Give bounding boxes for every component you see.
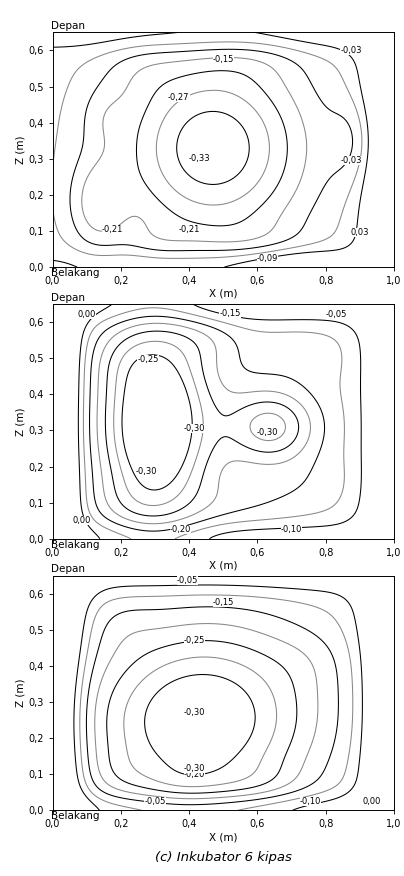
Text: -0,30: -0,30 — [183, 424, 205, 433]
Text: Belakang: Belakang — [51, 811, 99, 822]
Text: Belakang: Belakang — [51, 540, 99, 550]
Text: -0,20: -0,20 — [170, 526, 191, 534]
Text: -0,30: -0,30 — [183, 764, 205, 774]
Text: -0,05: -0,05 — [144, 797, 166, 806]
Text: -0,05: -0,05 — [325, 310, 347, 320]
Text: -0,05: -0,05 — [177, 576, 198, 585]
Text: 0,00: 0,00 — [72, 516, 91, 526]
Text: -0,21: -0,21 — [179, 225, 200, 234]
Text: -0,15: -0,15 — [213, 55, 234, 64]
Text: -0,03: -0,03 — [341, 46, 362, 55]
Text: -0,03: -0,03 — [341, 156, 362, 166]
X-axis label: X (m): X (m) — [209, 561, 238, 570]
Text: -0,15: -0,15 — [219, 308, 241, 317]
Text: -0,10: -0,10 — [281, 526, 302, 534]
Text: -0,09: -0,09 — [257, 254, 278, 263]
Text: -0,30: -0,30 — [257, 427, 278, 437]
Text: -0,27: -0,27 — [168, 93, 189, 102]
Text: Depan: Depan — [51, 293, 85, 303]
Text: -0,25: -0,25 — [183, 636, 205, 645]
Text: -0,10: -0,10 — [300, 797, 321, 806]
Y-axis label: Z (m): Z (m) — [15, 407, 25, 435]
Text: -0,15: -0,15 — [213, 598, 234, 607]
Text: 0,03: 0,03 — [351, 229, 369, 237]
Y-axis label: Z (m): Z (m) — [15, 136, 25, 164]
Text: Belakang: Belakang — [51, 268, 99, 279]
Text: -0,21: -0,21 — [101, 225, 123, 234]
Text: (a) Inkubator 2 kipas: (a) Inkubator 2 kipas — [154, 308, 292, 321]
Text: -0,30: -0,30 — [183, 709, 205, 717]
X-axis label: X (m): X (m) — [209, 289, 238, 299]
Text: (b) Inkubator 4 kipas: (b) Inkubator 4 kipas — [154, 580, 292, 593]
Text: -0,33: -0,33 — [189, 154, 210, 163]
Text: 0,00: 0,00 — [362, 797, 381, 806]
Text: Depan: Depan — [51, 21, 85, 32]
Y-axis label: Z (m): Z (m) — [15, 679, 25, 707]
Text: Depan: Depan — [51, 564, 85, 575]
Text: -0,25: -0,25 — [137, 356, 159, 364]
Text: -0,20: -0,20 — [183, 770, 205, 779]
X-axis label: X (m): X (m) — [209, 832, 238, 842]
Text: (c) Inkubator 6 kipas: (c) Inkubator 6 kipas — [155, 851, 292, 865]
Text: -0,30: -0,30 — [136, 468, 157, 477]
Text: 0,00: 0,00 — [78, 310, 96, 320]
